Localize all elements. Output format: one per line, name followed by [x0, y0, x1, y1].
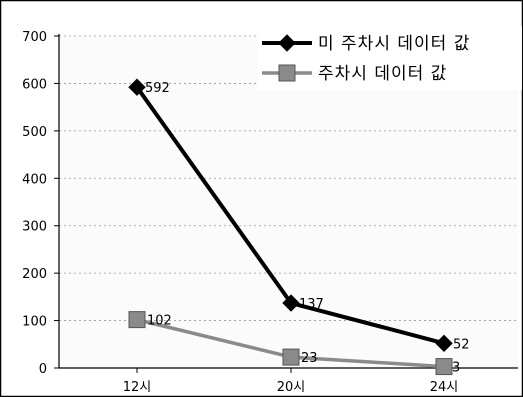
data-point: [128, 311, 146, 329]
y-tick-label: 700: [22, 30, 47, 45]
data-label: 23: [301, 351, 318, 366]
data-point: [435, 358, 453, 376]
data-label: 102: [147, 314, 172, 329]
legend-label: 주차시 데이터 값: [318, 64, 447, 84]
series-unparked: 592 137 52: [128, 78, 470, 353]
y-tick-label: 500: [22, 125, 47, 140]
diamond-icon: [278, 34, 296, 52]
x-tick-label: 12시: [123, 380, 152, 395]
x-tick-label: 20시: [277, 380, 306, 395]
data-point: [282, 294, 300, 312]
x-tick-label: 24시: [430, 380, 459, 395]
y-tick-label: 100: [22, 315, 47, 330]
series-layer: 102 23 3 592 137 52: [128, 78, 470, 376]
y-axis-ticks: 0 100 200 300 400 500 600 700: [22, 30, 59, 377]
data-label: 3: [452, 361, 460, 376]
data-label: 52: [453, 337, 470, 352]
data-point: [282, 348, 300, 366]
y-tick-label: 600: [22, 77, 47, 92]
y-tick-label: 300: [22, 220, 47, 235]
data-label: 592: [145, 81, 170, 96]
legend-entry: 미 주차시 데이터 값: [262, 34, 470, 54]
square-icon: [278, 64, 296, 82]
y-tick-label: 400: [22, 172, 47, 187]
data-point: [435, 334, 453, 353]
y-tick-label: 0: [39, 362, 47, 377]
data-label: 137: [299, 297, 324, 312]
data-point: [128, 78, 146, 96]
series-parked: 102 23 3: [128, 311, 460, 376]
legend-box: [258, 26, 522, 90]
legend-entry: 주차시 데이터 값: [262, 64, 447, 84]
y-tick-label: 200: [22, 267, 47, 282]
legend-label: 미 주차시 데이터 값: [318, 34, 470, 54]
